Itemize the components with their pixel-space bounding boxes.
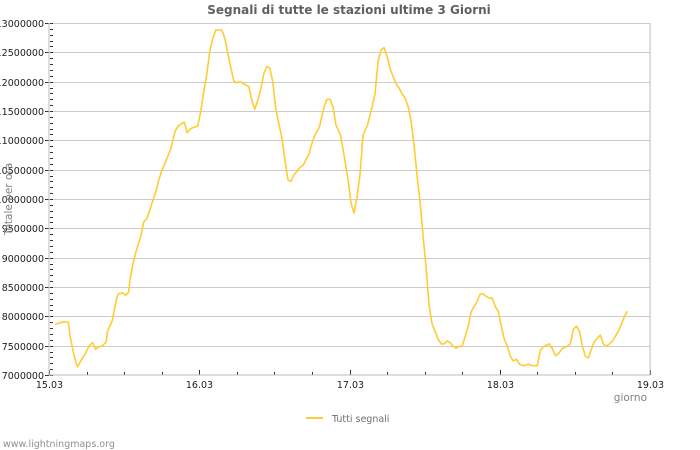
x-axis-ticks [49, 370, 651, 375]
y-axis-tick-labels: 7000000 7500000 8000000 8500000 9000000 95000… [0, 19, 44, 382]
x-tick-label: 16.03 [186, 380, 213, 391]
series-line-tutti-segnali [54, 29, 629, 368]
y-tick-label: 12500000 [0, 48, 44, 59]
x-tick-label: 15.03 [36, 380, 63, 391]
y-tick-label: 10000000 [0, 195, 44, 206]
y-tick-label: 7500000 [2, 342, 44, 353]
y-tick-label: 9000000 [2, 254, 44, 265]
y-tick-label: 13000000 [0, 19, 44, 30]
y-tick-label: 8000000 [2, 312, 44, 323]
grid-lines [49, 23, 650, 347]
y-tick-label: 7000000 [2, 371, 44, 382]
x-tick-label: 18.03 [487, 380, 514, 391]
y-tick-label: 11500000 [0, 107, 44, 118]
x-tick-label: 19.03 [637, 380, 664, 391]
y-tick-label: 11000000 [0, 136, 44, 147]
y-tick-label: 12000000 [0, 78, 44, 89]
footer-attribution: www.lightningmaps.org [3, 439, 115, 450]
legend: Tutti segnali [306, 414, 389, 425]
x-axis-tick-labels: 15.03 16.03 17.03 18.03 19.03 [36, 380, 664, 391]
y-tick-label: 8500000 [2, 283, 44, 294]
chart-title: Segnali di tutte le stazioni ultime 3 Gi… [207, 3, 491, 17]
y-tick-label: 9500000 [2, 224, 44, 235]
y-minor-ticks [45, 23, 53, 376]
x-axis-title: giorno [614, 392, 647, 404]
x-tick-label: 17.03 [337, 380, 364, 391]
legend-label-tutti-segnali: Tutti segnali [331, 414, 389, 425]
y-axis-title: Totale per ora [3, 163, 15, 236]
y-tick-label: 10500000 [0, 166, 44, 177]
